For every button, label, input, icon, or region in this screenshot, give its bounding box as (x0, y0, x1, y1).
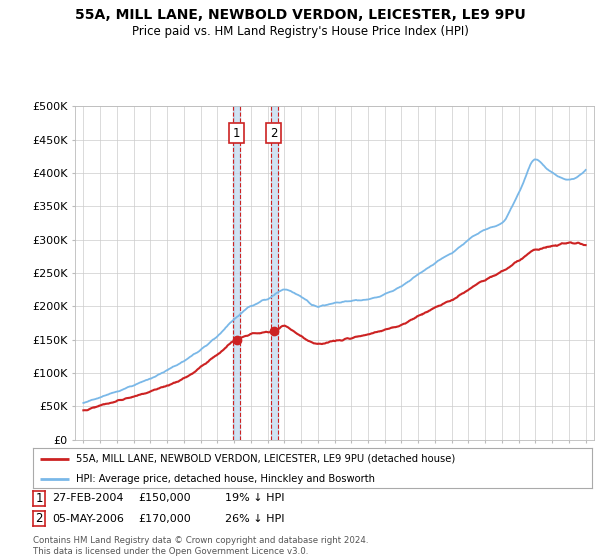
Text: HPI: Average price, detached house, Hinckley and Bosworth: HPI: Average price, detached house, Hinc… (76, 474, 375, 484)
Text: 1: 1 (35, 492, 43, 505)
Text: Price paid vs. HM Land Registry's House Price Index (HPI): Price paid vs. HM Land Registry's House … (131, 25, 469, 38)
Text: 26% ↓ HPI: 26% ↓ HPI (225, 514, 284, 524)
Text: 55A, MILL LANE, NEWBOLD VERDON, LEICESTER, LE9 9PU: 55A, MILL LANE, NEWBOLD VERDON, LEICESTE… (74, 8, 526, 22)
Text: 1: 1 (233, 127, 241, 139)
Bar (233, 106, 241, 440)
Text: 05-MAY-2006: 05-MAY-2006 (52, 514, 124, 524)
Text: 19% ↓ HPI: 19% ↓ HPI (225, 493, 284, 503)
Text: 2: 2 (270, 127, 277, 139)
Text: £170,000: £170,000 (138, 514, 191, 524)
Text: 2: 2 (35, 512, 43, 525)
Bar (271, 106, 278, 440)
Text: £150,000: £150,000 (138, 493, 191, 503)
Text: Contains HM Land Registry data © Crown copyright and database right 2024.
This d: Contains HM Land Registry data © Crown c… (33, 536, 368, 556)
Text: 55A, MILL LANE, NEWBOLD VERDON, LEICESTER, LE9 9PU (detached house): 55A, MILL LANE, NEWBOLD VERDON, LEICESTE… (76, 454, 455, 464)
Text: 27-FEB-2004: 27-FEB-2004 (52, 493, 124, 503)
